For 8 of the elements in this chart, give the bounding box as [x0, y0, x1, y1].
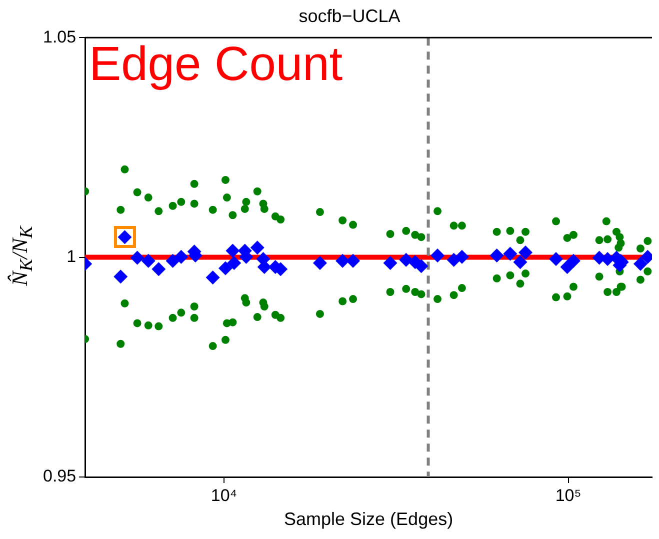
annotation: Edge Count: [89, 38, 343, 91]
x-axis-title: Sample Size (Edges): [284, 509, 454, 530]
y-tick-label: 0.95: [42, 466, 76, 486]
y-tick-label: 1.05: [42, 27, 76, 46]
y-tick-label: 1: [66, 246, 76, 266]
x-tick-label: 10⁴: [210, 486, 238, 505]
x-tick-label: 10⁵: [555, 486, 582, 505]
chart-title: socfb−UCLA: [298, 6, 400, 26]
